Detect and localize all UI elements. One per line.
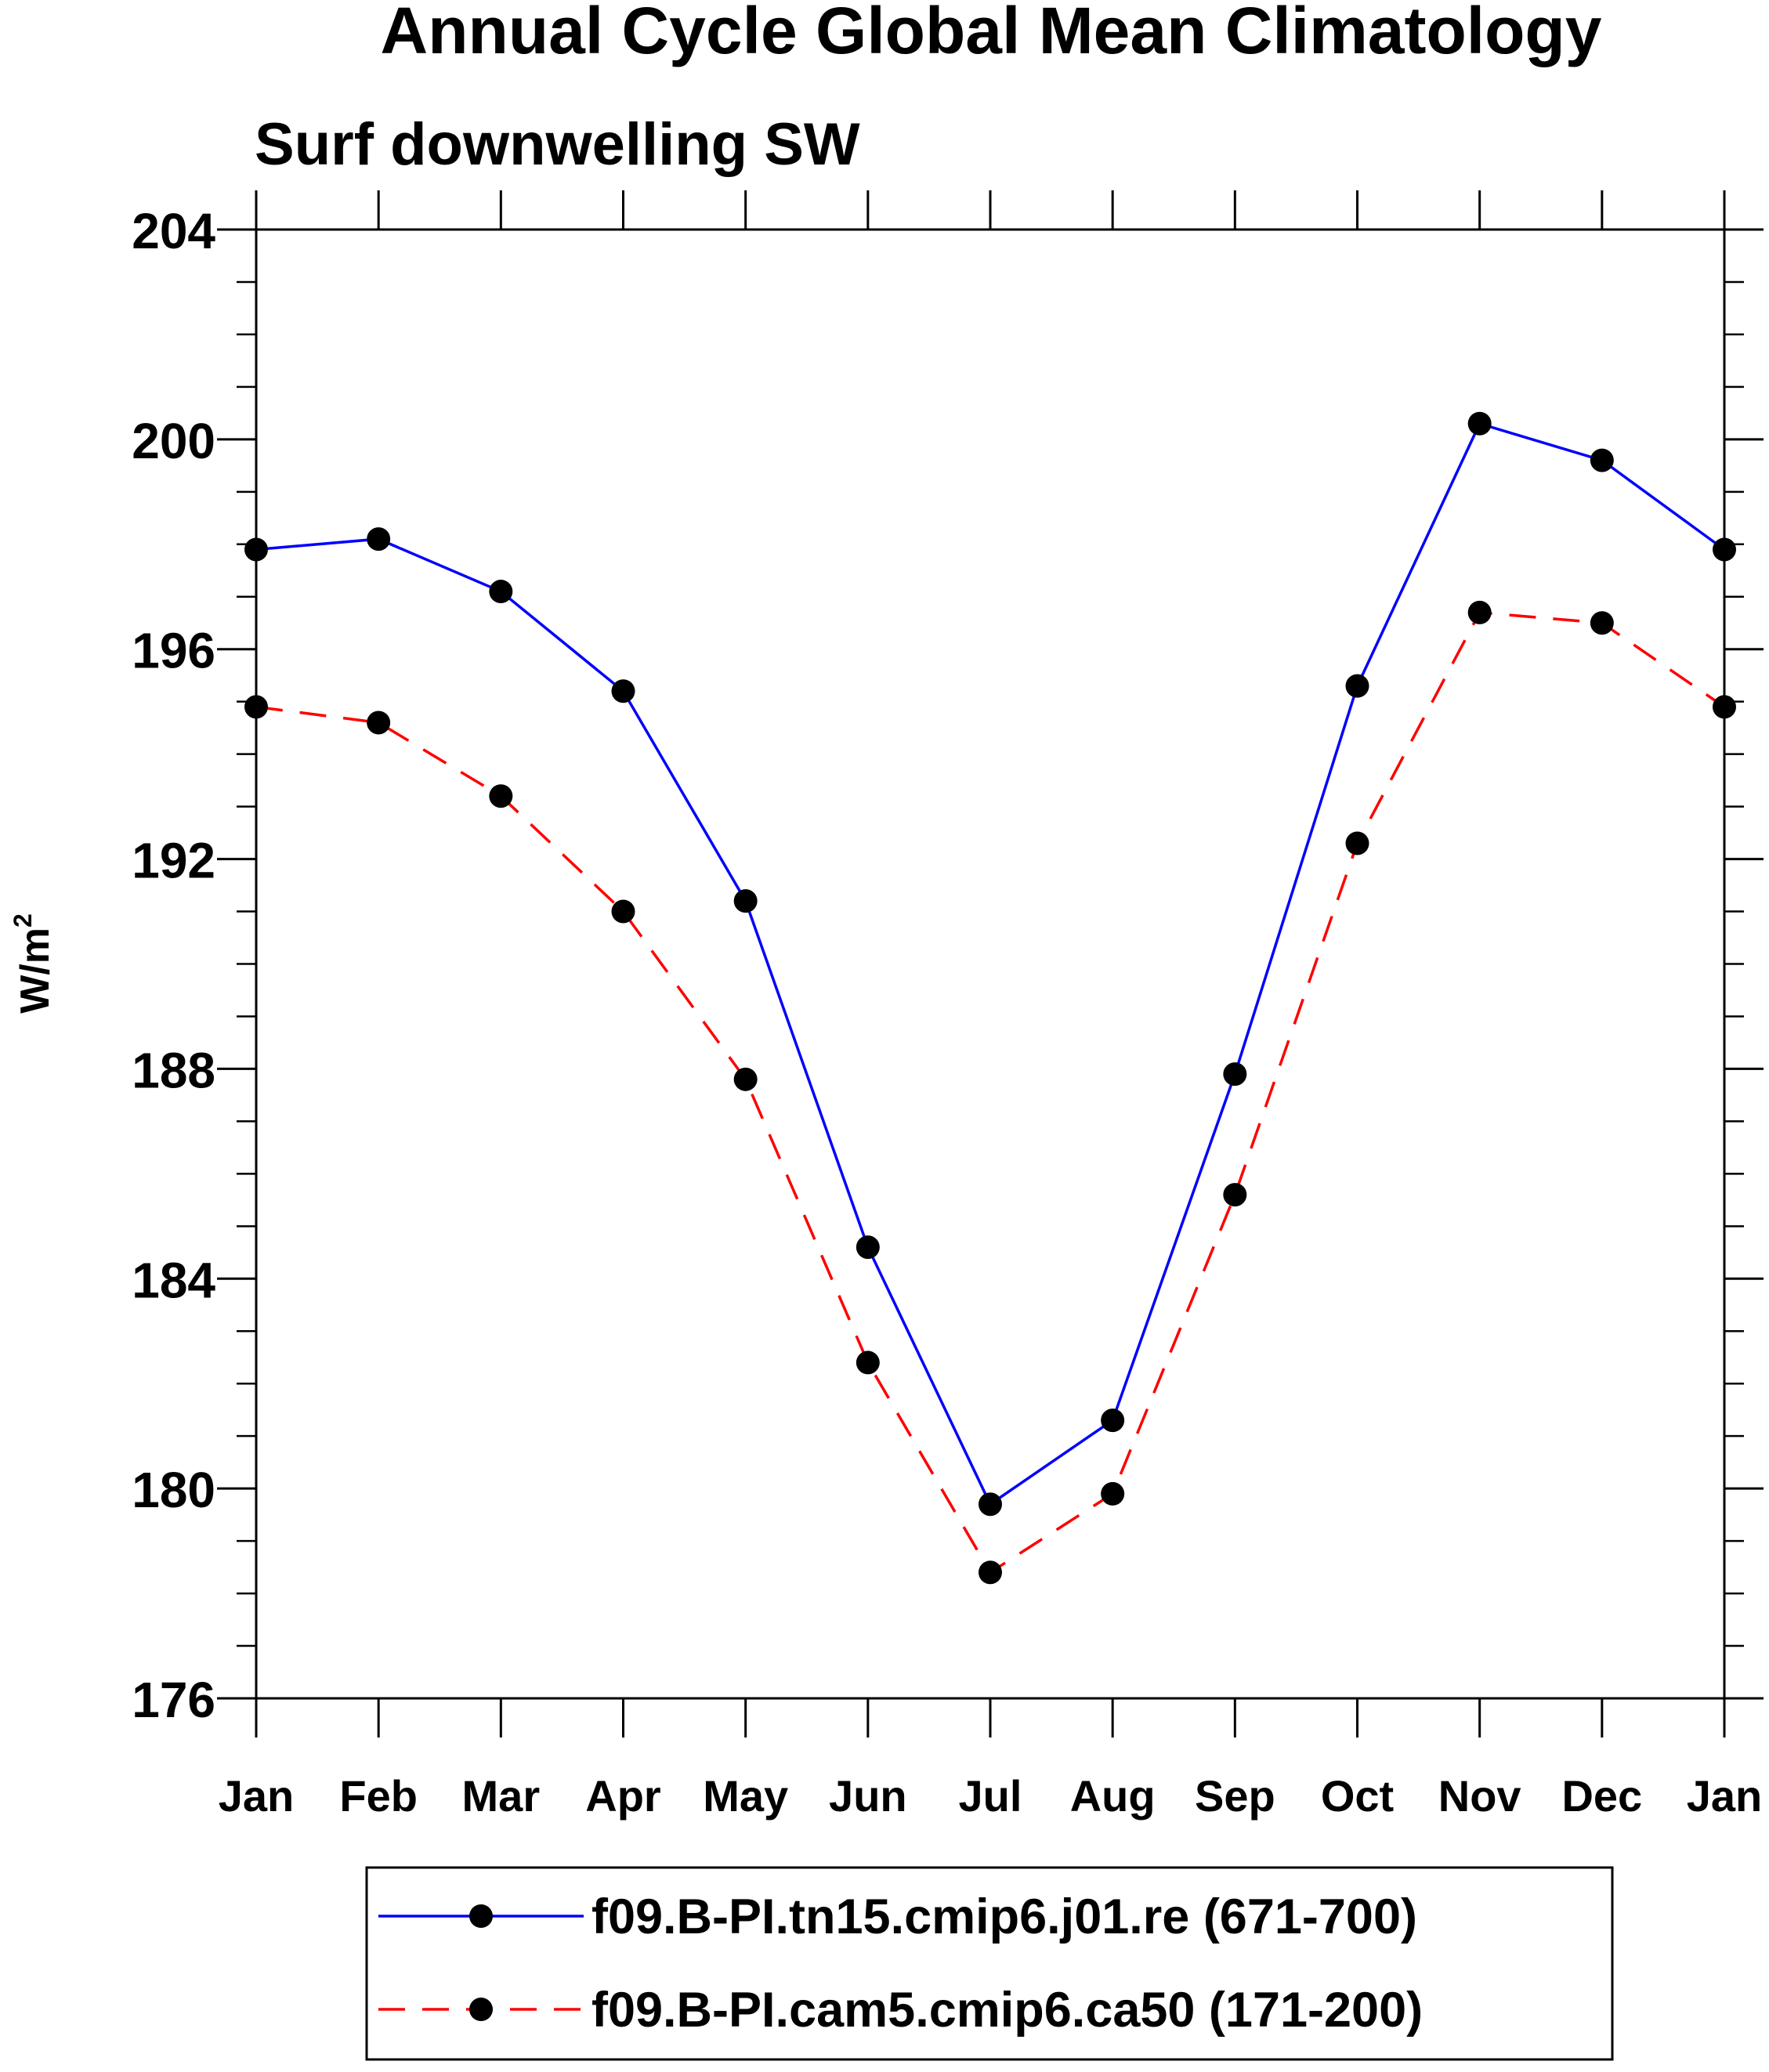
y-tick-label: 180: [132, 1462, 215, 1518]
series-line-2: [255, 610, 1725, 1575]
y-axis-label-superscript: 2: [9, 913, 37, 928]
x-tick-label: May: [703, 1771, 788, 1821]
legend-label-1: f09.B-PI.tn15.cmip6.j01.re (671-700): [591, 1889, 1417, 1944]
y-axis-label: W/m2: [9, 913, 58, 1014]
legend-box: [365, 1866, 1614, 2061]
y-tick-label: 176: [132, 1672, 215, 1728]
series-2-point-feb-1: [367, 711, 391, 735]
series-1-point-dec-11: [1590, 448, 1614, 472]
series-2-point-jun-5: [856, 1351, 880, 1375]
y-tick-label: 192: [132, 833, 215, 889]
x-tick-label: Feb: [339, 1771, 418, 1821]
series-1-point-oct-9: [1345, 674, 1369, 698]
series-1-point-sep-8: [1223, 1062, 1247, 1087]
chart-subtitle: Surf downwelling SW: [255, 111, 860, 178]
series-2-point-dec-11: [1590, 611, 1614, 635]
x-tick-label: Oct: [1321, 1771, 1394, 1821]
series-2-point-nov-10: [1467, 600, 1492, 624]
x-tick-label: Jul: [959, 1771, 1022, 1821]
series-1-point-mar-2: [489, 580, 513, 604]
series-line-1: [255, 421, 1726, 1506]
plot-area: 176 180 184 188 192 196 200 204 Jan Feb Mar Apr May J…: [132, 190, 1764, 1821]
x-tick-label: Apr: [585, 1771, 660, 1821]
series-2-point-jan-12: [1713, 695, 1736, 719]
legend-label-2: f09.B-PI.cam5.cmip6.ca50 (171-200): [591, 1983, 1423, 2038]
chart-title: Annual Cycle Global Mean Climatology: [381, 0, 1602, 67]
x-tick-label: Nov: [1438, 1771, 1521, 1821]
svg-text:W/m2: W/m2: [9, 913, 58, 1014]
series-1-point-feb-1: [367, 527, 391, 551]
x-tick-label: Jan: [219, 1771, 295, 1821]
x-tick-label: Sep: [1195, 1771, 1275, 1821]
series-1-point-aug-7: [1101, 1408, 1125, 1433]
series-2-point-jul-6: [979, 1560, 1002, 1585]
y-tick-label: 196: [132, 623, 215, 679]
x-tick-label: Aug: [1070, 1771, 1156, 1821]
x-tick-label: Jan: [1687, 1771, 1763, 1821]
series-1-point-jan-0: [244, 537, 268, 562]
series-2-point-oct-9: [1345, 831, 1369, 855]
x-tick-label: Mar: [462, 1771, 541, 1821]
series-2-point-mar-2: [489, 784, 513, 808]
y-tick-label: 188: [132, 1042, 215, 1098]
y-axis-label-text: W/m: [13, 928, 58, 1014]
plot-frame: [255, 228, 1726, 1700]
x-tick-label: Dec: [1561, 1771, 1642, 1821]
legend-marker-2: [469, 1998, 493, 2021]
x-tick-label: Jun: [829, 1771, 907, 1821]
series-2-point-jan-0: [244, 695, 268, 719]
y-tick-label: 184: [132, 1252, 215, 1308]
y-tick-label: 204: [132, 203, 215, 259]
series-1-point-jan-12: [1713, 537, 1736, 562]
series-1-point-nov-10: [1467, 411, 1492, 436]
series-2-point-may-4: [733, 1067, 758, 1091]
legend: f09.B-PI.tn15.cmip6.j01.re (671-700) f09.…: [365, 1866, 1614, 2061]
series-2-point-sep-8: [1223, 1183, 1247, 1207]
series-2-point-aug-7: [1101, 1481, 1125, 1506]
series-2-point-apr-3: [611, 899, 635, 924]
y-tick-label: 200: [132, 413, 215, 469]
series-1-point-apr-3: [611, 679, 635, 703]
series-1-point-jul-6: [979, 1492, 1002, 1517]
series-1-point-jun-5: [856, 1235, 880, 1260]
series-1-point-may-4: [733, 889, 758, 913]
legend-marker-1: [469, 1904, 493, 1928]
